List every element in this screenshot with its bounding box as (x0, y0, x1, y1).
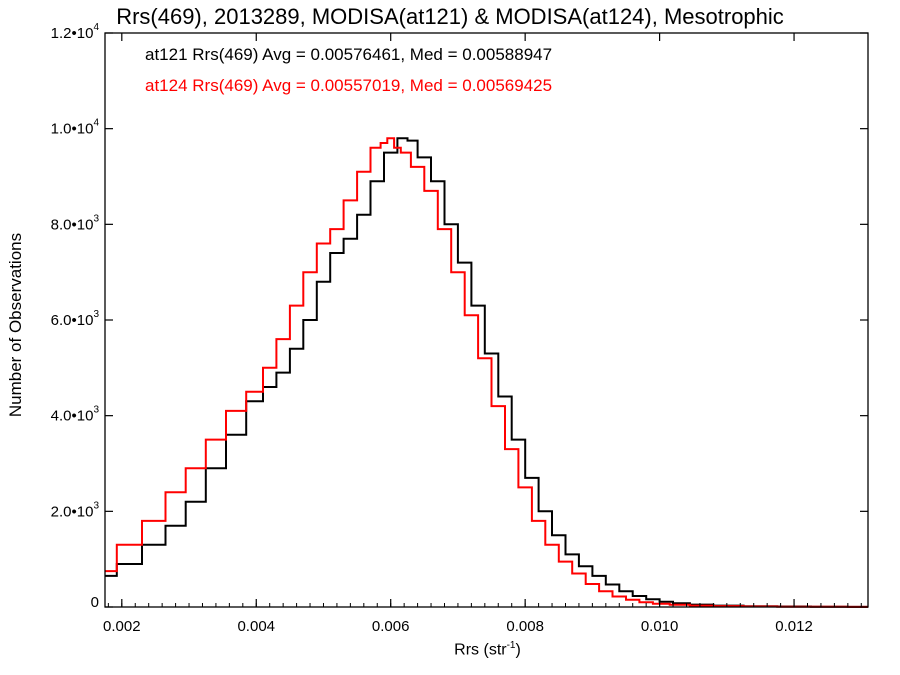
y-tick-label: 4.0•103 (51, 405, 100, 425)
x-tick-label: 0.004 (237, 618, 275, 635)
annotation-at124-stats: at124 Rrs(469) Avg = 0.00557019, Med = 0… (145, 76, 553, 95)
x-tick-label: 0.002 (103, 618, 141, 635)
x-tick-label: 0.010 (641, 618, 679, 635)
x-tick-label: 0.006 (372, 618, 410, 635)
plot-frame (104, 32, 869, 608)
y-tick-label: 0 (91, 594, 99, 611)
x-axis-label: Rrs (str-1) (0, 640, 900, 659)
chart-title: Rrs(469), 2013289, MODISA(at121) & MODIS… (116, 4, 784, 29)
annotation-at121-stats: at121 Rrs(469) Avg = 0.00576461, Med = 0… (145, 45, 553, 64)
x-tick-label: 0.012 (775, 618, 813, 635)
y-tick-label: 6.0•103 (51, 309, 100, 329)
y-tick-label: 1.0•104 (51, 118, 100, 138)
x-axis-label-base: Rrs (str (454, 641, 507, 659)
x-axis-label-exponent: -1 (506, 640, 516, 651)
x-axis-label-tail: ) (515, 641, 521, 659)
series-at121-line (105, 137, 868, 608)
y-tick-label: 1.2•104 (51, 22, 100, 42)
y-tick-label: 8.0•103 (51, 213, 100, 233)
series-at124-line (105, 137, 868, 608)
y-tick-label: 2.0•103 (51, 500, 100, 520)
x-tick-label: 0.008 (506, 618, 544, 635)
y-axis-label: Number of Observations (6, 232, 25, 418)
